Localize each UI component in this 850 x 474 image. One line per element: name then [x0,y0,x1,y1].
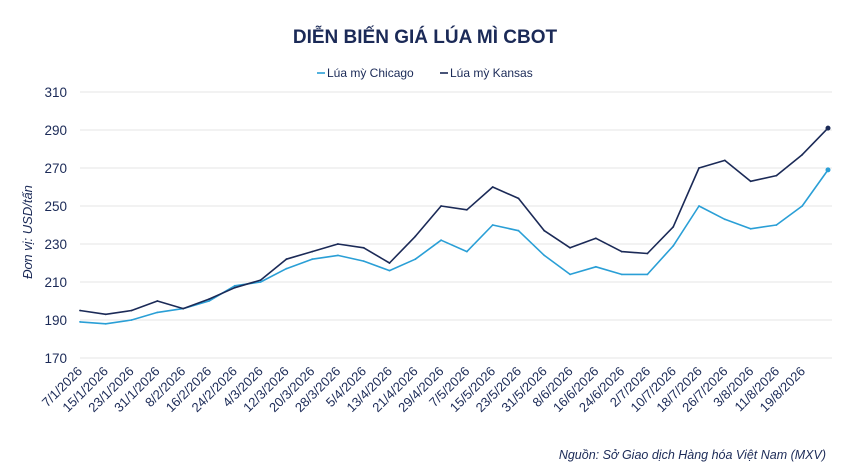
data-point-1-24 [698,167,700,169]
data-point-1-0 [79,309,81,312]
data-point-1-5 [208,298,210,300]
data-point-1-12 [388,262,391,264]
data-point-1-23 [672,226,675,228]
data-point-1-22 [646,252,649,255]
grid-lines [80,91,832,359]
y-tick-label: 230 [44,237,67,252]
data-point-0-7 [259,281,262,283]
data-point-0-8 [285,267,288,270]
data-point-0-18 [543,254,546,257]
data-point-1-11 [362,246,365,249]
data-point-0-26 [749,227,752,230]
data-point-0-25 [723,218,726,221]
data-point-0-13 [414,258,417,261]
data-point-0-16 [491,224,494,226]
data-point-0-11 [362,260,365,262]
chart-title: DIỄN BIẾN GIÁ LÚA MÌ CBOT [293,26,558,48]
data-point-1-21 [620,250,623,253]
y-tick-label: 210 [44,275,67,290]
data-point-1-2 [130,309,133,312]
legend: Lúa mỳ Chicago Lúa mỳ Kansas [317,66,533,80]
data-point-1-10 [337,243,339,245]
data-point-0-27 [775,224,778,226]
data-point-0-14 [440,239,443,242]
series-lines [79,125,831,325]
data-point-0-1 [104,322,107,325]
y-tick-label: 270 [44,161,67,176]
data-point-1-29 [825,125,831,131]
y-tick-label: 170 [44,351,67,366]
data-point-1-3 [156,300,159,302]
data-point-0-3 [156,311,159,314]
y-tick-label: 290 [44,123,67,138]
data-point-0-6 [233,284,236,287]
series-line-0 [79,169,829,325]
series-line-1 [79,127,829,316]
x-axis-ticks: 7/1/202615/1/202623/1/202631/1/20268/2/2… [39,364,808,416]
data-point-1-17 [517,197,520,200]
y-tick-label: 310 [44,85,67,100]
legend-label-chicago: Lúa mỳ Chicago [327,66,414,80]
data-point-1-13 [414,235,417,238]
data-point-0-19 [569,273,571,276]
y-tick-label: 250 [44,199,67,214]
y-axis-label: Đơn vị: USD/tấn [20,185,35,279]
data-point-1-9 [311,250,314,253]
data-point-1-26 [749,180,752,183]
data-point-0-12 [388,269,391,272]
data-point-1-6 [233,286,236,289]
data-point-0-24 [698,205,700,207]
data-point-0-21 [620,273,623,276]
data-point-0-15 [465,250,468,253]
data-point-0-2 [130,319,133,321]
data-point-1-18 [543,229,546,232]
data-point-0-17 [517,229,520,232]
y-axis-ticks: 170 190 210 230 250 270 290 310 [44,85,67,366]
data-point-1-28 [801,153,804,156]
data-point-1-25 [723,159,726,162]
data-point-1-14 [440,205,443,207]
data-point-1-7 [259,279,262,281]
data-point-0-10 [337,254,339,257]
data-point-1-27 [775,174,778,177]
data-point-0-29 [825,167,831,173]
data-point-1-20 [594,237,597,240]
legend-label-kansas: Lúa mỳ Kansas [450,66,533,80]
data-point-1-16 [491,186,494,188]
data-point-0-9 [311,258,314,261]
data-point-0-22 [646,273,649,276]
data-point-0-20 [594,265,597,268]
data-point-1-8 [285,258,288,261]
data-point-1-19 [569,246,571,249]
data-point-1-1 [104,313,107,316]
y-tick-label: 190 [44,313,67,328]
data-point-0-5 [208,300,210,302]
data-point-1-15 [465,208,468,211]
source-note: Nguồn: Sở Giao dịch Hàng hóa Việt Nam (M… [559,448,826,462]
data-point-0-23 [672,245,675,247]
data-point-1-4 [182,307,185,310]
data-point-0-0 [79,321,81,323]
data-point-0-28 [801,205,804,207]
